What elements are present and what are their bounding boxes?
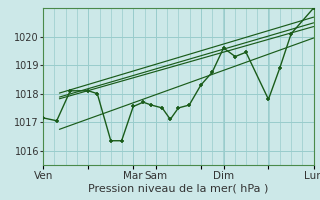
X-axis label: Pression niveau de la mer( hPa ): Pression niveau de la mer( hPa ) [88,183,268,193]
